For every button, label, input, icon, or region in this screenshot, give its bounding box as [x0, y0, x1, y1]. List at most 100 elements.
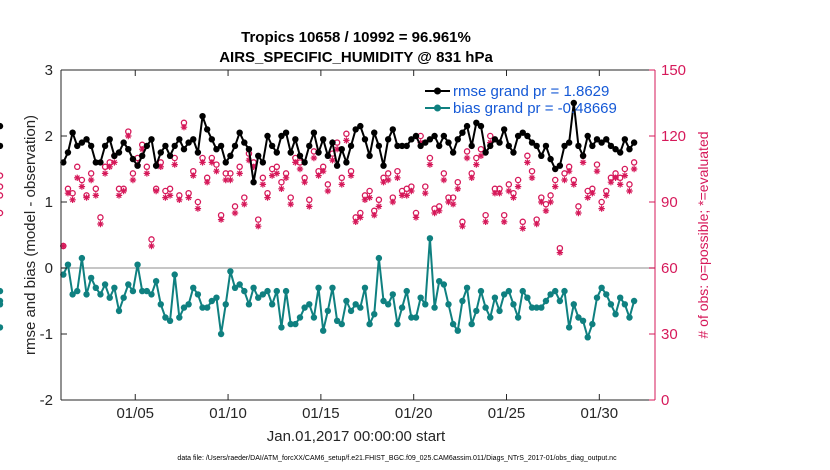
rmse-point	[519, 129, 526, 136]
obs-evaluated-marker	[398, 192, 406, 199]
obs-evaluated-marker	[412, 214, 420, 221]
bias-point	[514, 314, 522, 321]
bias-point	[74, 287, 81, 295]
legend-rmse-text: rmse grand pr = 1.8629	[453, 83, 609, 100]
x-tick-label: 01/30	[581, 405, 619, 422]
rmse-point	[296, 152, 304, 159]
bias-point	[306, 301, 313, 308]
obs-evaluated-marker	[528, 174, 536, 181]
rmse-point	[403, 142, 410, 150]
rmse-point	[217, 142, 225, 150]
obs-evaluated-marker	[352, 218, 359, 225]
bias-point	[199, 304, 206, 311]
bias-point	[459, 297, 466, 305]
rmse-series	[0, 99, 638, 186]
bias-point	[287, 320, 294, 328]
rmse-point	[542, 142, 550, 150]
rmse-point	[524, 132, 531, 140]
obs-possible-marker	[514, 176, 522, 184]
obs-evaluated-marker	[292, 159, 299, 166]
obs-evaluated-marker	[329, 157, 336, 164]
bias-point	[603, 291, 610, 298]
rmse-point	[361, 136, 369, 143]
obs-evaluated-marker	[264, 194, 271, 201]
bias-point	[384, 301, 392, 308]
obs-possible-marker	[551, 176, 559, 184]
obs-evaluated-marker	[217, 216, 225, 223]
bias-point	[579, 317, 587, 324]
plot-area	[61, 70, 655, 400]
bias-point	[482, 304, 489, 311]
bias-point	[496, 307, 503, 315]
obs-evaluated-marker	[593, 168, 601, 175]
obs-evaluated-marker	[194, 205, 202, 212]
obs-evaluated-marker	[208, 159, 216, 166]
bias-point	[491, 294, 499, 301]
rmse-point	[579, 152, 587, 159]
bias-point	[259, 291, 267, 298]
legend-bias-marker	[434, 104, 441, 112]
obs-possible-marker	[449, 194, 457, 201]
bias-point	[217, 330, 225, 338]
y-tick-label: 1	[45, 194, 53, 211]
bias-point	[231, 284, 239, 291]
rmse-point	[607, 142, 615, 150]
bias-point	[64, 261, 72, 268]
obs-evaluated-marker	[380, 179, 387, 186]
rmse-point	[533, 142, 540, 150]
bias-point	[125, 281, 132, 288]
bias-point	[171, 271, 178, 278]
rmse-point	[129, 155, 137, 163]
bias-point	[255, 294, 262, 301]
rmse-point	[408, 136, 415, 143]
rmse-point	[510, 149, 517, 156]
bias-point	[366, 320, 373, 328]
obs-possible-marker	[463, 148, 471, 155]
rmse-point	[528, 139, 536, 146]
obs-evaluated-marker	[69, 196, 76, 203]
bias-point	[500, 291, 508, 298]
rmse-point	[0, 122, 4, 130]
rmse-point	[538, 152, 545, 159]
rmse-point	[166, 152, 174, 159]
obs-possible-marker	[366, 187, 373, 195]
rmse-point	[97, 159, 104, 166]
obs-possible-marker	[194, 198, 202, 206]
bias-point	[630, 297, 638, 305]
obs-possible-marker	[92, 185, 100, 193]
bias-point	[343, 297, 350, 305]
bias-point	[445, 301, 452, 308]
bias-point	[111, 284, 118, 291]
rmse-point	[366, 152, 373, 159]
rmse-point	[241, 139, 248, 146]
rmse-point	[347, 142, 355, 150]
bias-point	[315, 284, 322, 291]
rmse-point	[612, 146, 619, 153]
bias-point	[296, 314, 304, 321]
obs-evaluated-marker	[203, 179, 211, 186]
obs-possible-marker	[166, 185, 174, 193]
obs-evaluated-marker	[366, 194, 373, 201]
obs-evaluated-marker	[575, 209, 582, 217]
rmse-point	[143, 142, 151, 150]
obs-evaluated-marker	[278, 185, 285, 192]
bias-point	[398, 304, 406, 311]
bias-point	[333, 317, 341, 324]
footer-datafile: data file: /Users/raeder/DAI/ATM_forcXX/…	[177, 455, 617, 462]
obs-possible-marker	[505, 181, 513, 188]
rmse-point	[194, 149, 202, 156]
bias-point	[412, 314, 420, 321]
rmse-point	[570, 99, 577, 107]
bias-point	[162, 314, 169, 321]
obs-evaluated-marker	[579, 159, 587, 166]
y-right-tick-label: 150	[661, 62, 686, 79]
rmse-point	[282, 129, 290, 136]
rmse-point	[338, 146, 345, 153]
x-tick-label: 01/25	[488, 405, 526, 422]
bias-point	[157, 301, 164, 308]
obs-evaluated-marker	[459, 223, 466, 230]
y-tick-label: -1	[40, 326, 53, 343]
obs-evaluated-marker	[505, 187, 513, 195]
bias-point	[477, 287, 485, 295]
obs-evaluated-marker	[463, 154, 471, 162]
